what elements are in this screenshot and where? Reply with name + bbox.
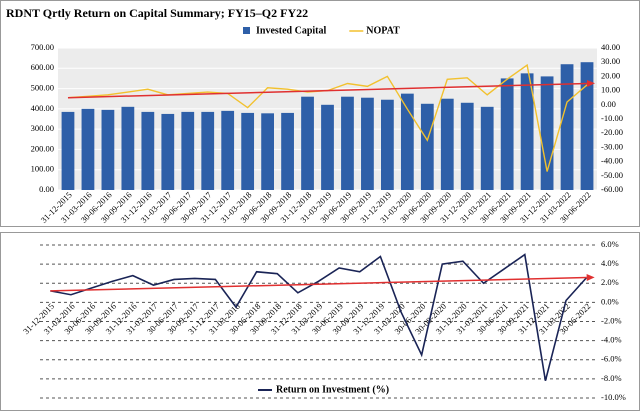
bar (101, 109, 115, 190)
y-tick-label: 700.00 (31, 42, 54, 52)
bar (500, 78, 514, 190)
bar (381, 99, 394, 190)
y2-tick-label: 10.00 (601, 85, 620, 95)
bar (420, 103, 434, 190)
trend-arrow (586, 274, 595, 282)
line-series (50, 253, 588, 381)
chart-title: RDNT Qrtly Return on Capital Summary; FY… (6, 6, 308, 20)
y-tick-label: 600.00 (31, 62, 54, 72)
bar (301, 96, 314, 190)
y-tick-label: 500.00 (31, 83, 54, 93)
y-tick-label: 0.00 (39, 184, 54, 194)
y2-tick-label: 4.0% (601, 258, 619, 268)
bar (61, 111, 75, 190)
bar (181, 111, 195, 190)
bar (121, 106, 135, 190)
bar (261, 113, 274, 190)
y-tick-label: 300.00 (31, 123, 54, 133)
y2-tick-label: 2.0% (601, 277, 619, 287)
bar (221, 110, 235, 190)
bar (321, 104, 334, 190)
y2-tick-label: 20.00 (601, 70, 620, 80)
bar (341, 96, 354, 190)
y2-tick-label: 40.00 (601, 42, 620, 52)
bar (281, 112, 294, 190)
bar (201, 111, 215, 190)
bar (520, 73, 534, 190)
y2-tick-label: 0.0% (601, 296, 619, 306)
y2-tick-label: 0.00 (601, 99, 616, 109)
y2-tick-label: -50.00 (601, 170, 623, 180)
y-tick-label: 400.00 (31, 103, 54, 113)
y2-tick-label: -2.0% (601, 315, 622, 325)
bar (141, 111, 155, 190)
trend-line (67, 82, 588, 99)
bar (540, 76, 554, 190)
bar (440, 98, 454, 190)
bar (161, 113, 175, 190)
y2-tick-label: -30.00 (601, 141, 623, 151)
trend-arrow (586, 80, 596, 87)
bar (361, 97, 374, 190)
bar (560, 64, 574, 190)
y2-tick-label: -10.00 (601, 113, 623, 123)
y-tick-label: 100.00 (31, 164, 54, 174)
bar (81, 108, 95, 190)
bar (480, 106, 494, 190)
legend-label: NOPAT (366, 25, 400, 36)
y2-tick-label: -60.00 (601, 184, 623, 194)
y2-tick-label: -6.0% (601, 354, 622, 364)
legend-label: Return on Investment (%) (276, 384, 389, 395)
y2-tick-label: -4.0% (601, 335, 622, 345)
trend-line (50, 276, 587, 292)
y2-tick-label: -40.00 (601, 156, 623, 166)
y2-tick-label: 6.0% (601, 239, 619, 249)
y2-tick-label: 30.00 (601, 56, 620, 66)
bar (580, 62, 594, 191)
legend-swatch (243, 27, 250, 34)
y-tick-label: 200.00 (31, 143, 54, 153)
bar (400, 93, 414, 190)
y2-tick-label: -10.0% (601, 392, 626, 402)
legend-label: Invested Capital (256, 25, 327, 36)
y2-tick-label: -8.0% (601, 373, 622, 383)
y2-tick-label: -20.00 (601, 127, 623, 137)
bar (241, 112, 255, 190)
bar (460, 102, 474, 190)
